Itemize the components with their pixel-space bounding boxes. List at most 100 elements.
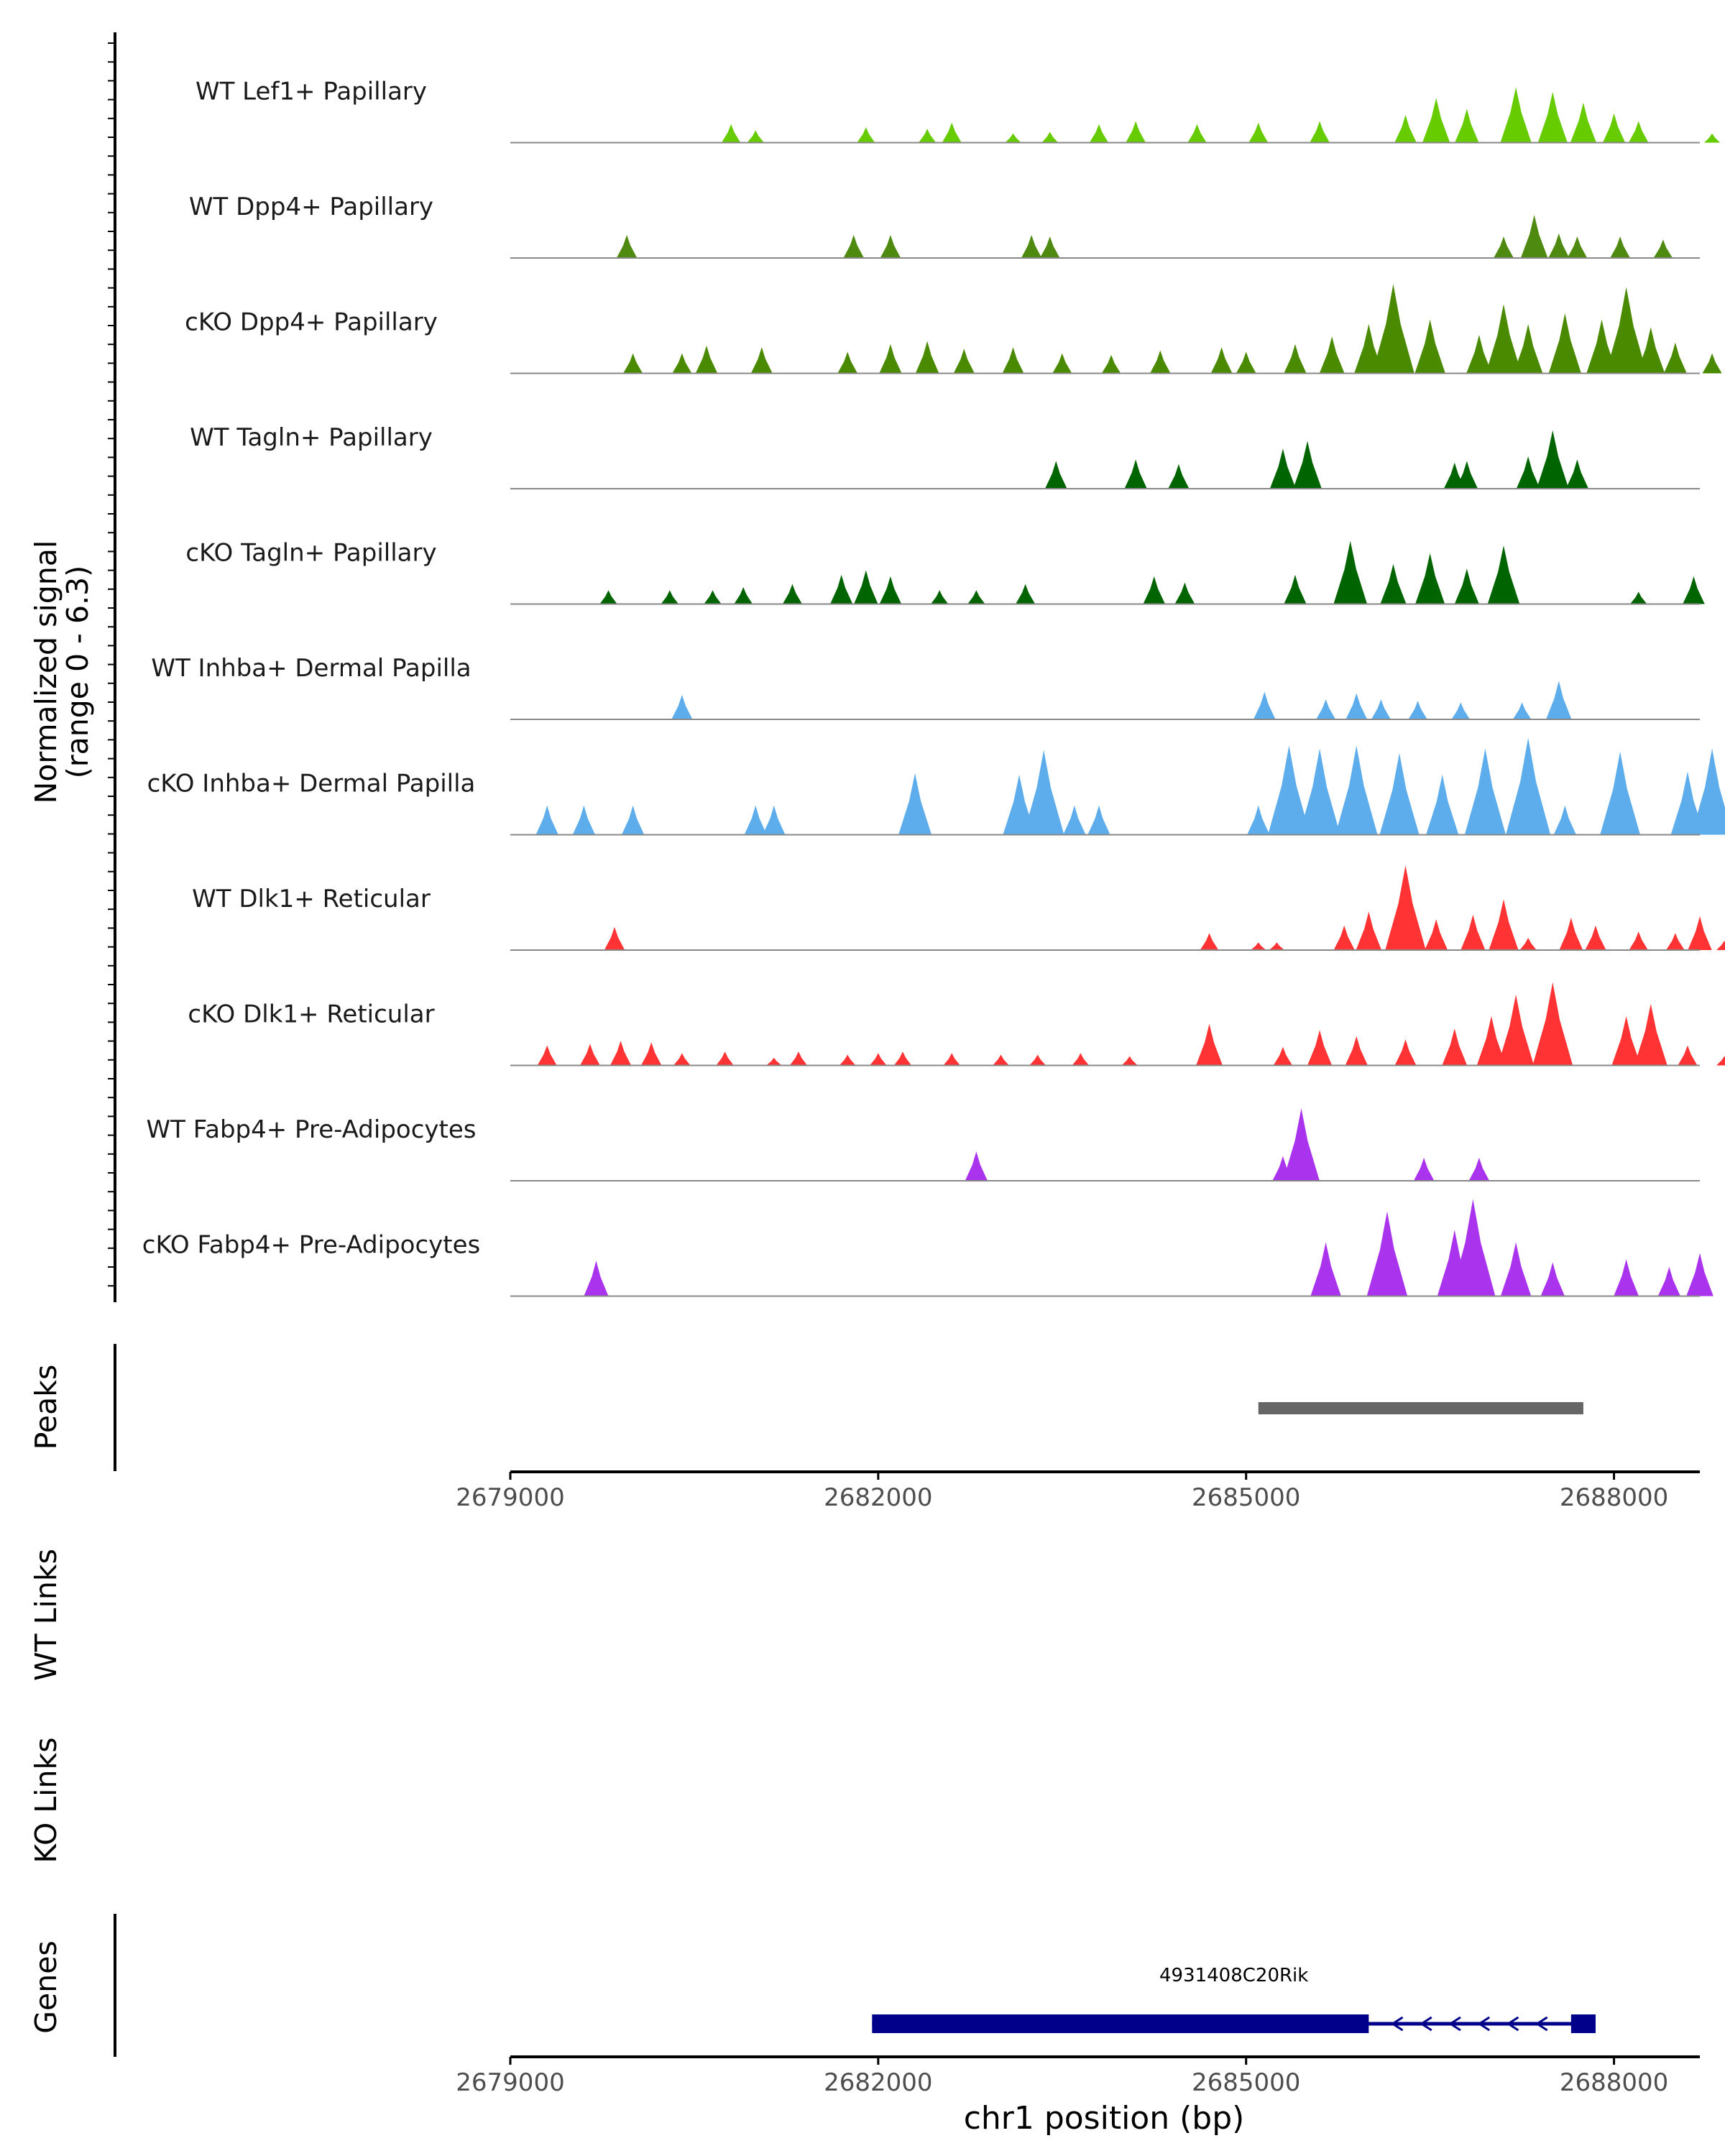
coverage-peak: [1408, 701, 1427, 719]
coverage-peak: [1268, 745, 1310, 835]
coverage-peak: [766, 1057, 782, 1066]
coverage-peak: [672, 353, 692, 374]
coverage-peak: [1273, 1046, 1293, 1066]
coverage-peak: [918, 129, 937, 143]
coverage-peak: [1335, 745, 1378, 835]
x-axis-bottom-tick-label: 2682000: [824, 2068, 932, 2097]
coverage-peak: [1284, 344, 1307, 374]
coverage-peak: [1333, 540, 1368, 604]
coverage-peak: [1310, 121, 1330, 143]
coverage-peak: [1460, 914, 1486, 950]
coverage-peak: [931, 590, 949, 604]
coverage-tracks: WT Lef1+ Papillary WT Dpp4+ Papillary cKO …: [142, 78, 1725, 1297]
coverage-peak: [1052, 353, 1072, 374]
coverage-peak: [1500, 1242, 1532, 1296]
coverage-peak: [1021, 234, 1042, 258]
strand-arrow: [1419, 2016, 1432, 2032]
coverage-peak: [1537, 91, 1568, 143]
coverage-peak: [1653, 239, 1673, 258]
coverage-peak: [854, 570, 878, 604]
coverage-peak: [1634, 1003, 1668, 1066]
coverage-peak: [1663, 342, 1687, 374]
strand-arrow: [1477, 2016, 1491, 2032]
coverage-peak: [1087, 805, 1110, 835]
x-axis-top-tick-label: 2682000: [824, 1483, 932, 1512]
coverage-peak: [1565, 459, 1589, 489]
coverage-peak: [763, 805, 786, 835]
coverage-peak: [1005, 133, 1021, 143]
coverage-peak: [1602, 113, 1626, 143]
coverage-peak: [1003, 774, 1036, 835]
coverage-peak: [789, 1051, 808, 1066]
coverage-peak: [721, 124, 741, 143]
coverage-peak: [1454, 568, 1479, 604]
coverage-peak: [1610, 236, 1630, 258]
coverage-peak: [572, 805, 596, 835]
coverage-peak: [1519, 937, 1537, 950]
track-label: WT Inhba+ Dermal Papilla: [151, 654, 471, 683]
coverage-peak: [1248, 122, 1269, 143]
coverage-peak: [1345, 1036, 1368, 1066]
coverage-peak: [695, 345, 718, 374]
coverage-peak: [1536, 430, 1569, 489]
coverage-peak: [747, 130, 765, 143]
coverage-peak: [1254, 691, 1276, 719]
peak-region: [1258, 1402, 1583, 1414]
coverage-peak: [1187, 124, 1207, 143]
track-wt-dpp4-papillary: WT Dpp4+ Papillary: [189, 193, 1700, 259]
track-cko-inhba-dermal-papilla: cKO Inhba+ Dermal Papilla: [147, 737, 1725, 836]
track-cko-dlk1-reticular: cKO Dlk1+ Reticular: [188, 982, 1725, 1067]
coverage-peak: [1464, 748, 1506, 835]
coverage-peak: [1468, 1157, 1490, 1181]
coverage-peak: [535, 805, 558, 835]
coverage-peak: [1394, 1039, 1417, 1066]
coverage-peak: [537, 1045, 557, 1066]
coverage-peak: [1044, 461, 1067, 489]
coverage-peak: [953, 349, 975, 374]
coverage-peak: [1716, 1056, 1725, 1066]
coverage-y-axis-title-line-1: Normalized signal: [29, 540, 63, 804]
coverage-peak: [943, 1053, 961, 1066]
coverage-peak: [1333, 925, 1355, 950]
coverage-peak: [744, 805, 767, 835]
peaks-axis-title: Peaks: [29, 1365, 63, 1450]
coverage-peak: [1548, 313, 1581, 374]
coverage-peak: [1442, 1028, 1468, 1066]
coverage-peak: [1614, 1259, 1639, 1296]
peak-regions: [1258, 1402, 1583, 1414]
track-cko-fabp4-pre-adipocytes: cKO Fabp4+ Pre-Adipocytes: [142, 1199, 1714, 1297]
coverage-peak: [967, 590, 985, 604]
coverage-peak: [621, 805, 645, 835]
coverage-peak: [1455, 109, 1479, 143]
coverage-peak: [1629, 931, 1648, 950]
coverage-peak: [1455, 461, 1478, 489]
coverage-peak: [1585, 925, 1606, 950]
coverage-peak: [857, 127, 875, 143]
coverage-peak: [965, 1151, 988, 1181]
coverage-y-axis-title-line-2: (range 0 - 6.3): [60, 566, 95, 778]
coverage-peak: [1174, 582, 1195, 604]
coverage-peak: [1670, 771, 1705, 835]
coverage-peak: [1380, 563, 1407, 604]
coverage-peak: [830, 574, 853, 604]
coverage-peak: [1385, 865, 1426, 950]
coverage-peak: [1516, 456, 1540, 489]
coverage-peak: [1041, 132, 1059, 143]
coverage-y-axis-title: Normalized signal (range 0 - 6.3): [29, 540, 95, 804]
x-axis-bottom-tick-label: 2685000: [1192, 2068, 1300, 2097]
coverage-peak: [1494, 236, 1514, 258]
coverage-peak: [1414, 319, 1445, 374]
coverage-peak: [1559, 918, 1583, 950]
x-axis-bottom-tick-label: 2679000: [456, 2068, 564, 2097]
track-label: cKO Dpp4+ Papillary: [185, 308, 438, 337]
genes-axis-title: Genes: [29, 1940, 63, 2034]
coverage-peak: [1489, 899, 1519, 950]
coverage-peak: [1450, 1199, 1496, 1296]
track-label: WT Dpp4+ Papillary: [189, 193, 433, 221]
coverage-peak: [837, 351, 858, 374]
coverage-peak: [1451, 702, 1471, 719]
coverage-peak: [1702, 353, 1722, 374]
x-axis-top-tick-label: 2685000: [1192, 1483, 1300, 1512]
coverage-peak: [1506, 737, 1551, 835]
coverage-peak: [671, 694, 693, 719]
